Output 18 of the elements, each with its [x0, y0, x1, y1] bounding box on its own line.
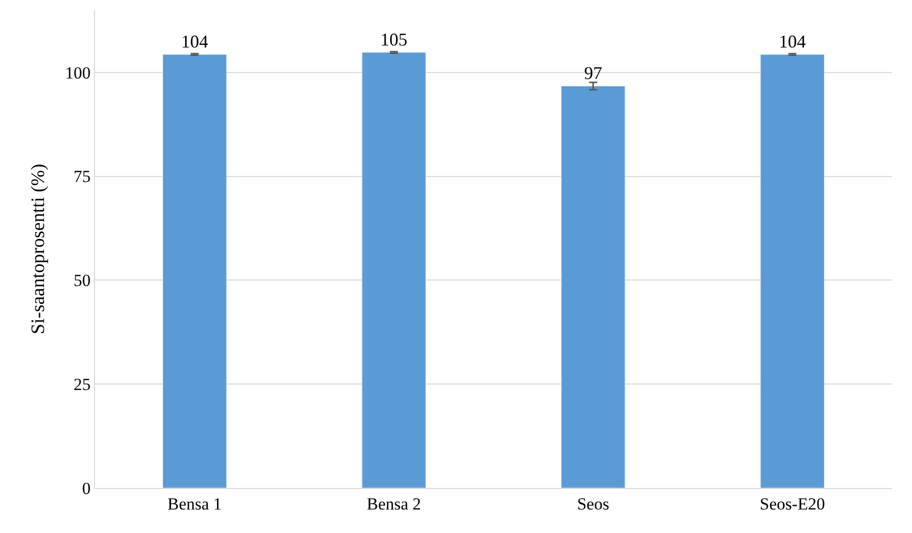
x-tick-label: Seos-E20: [760, 494, 825, 514]
y-tick-label: 50: [74, 271, 91, 290]
y-tick-label: 0: [82, 478, 91, 498]
bar: [561, 86, 626, 488]
x-tick-label: Bensa 2: [366, 494, 422, 514]
bar: [760, 54, 825, 488]
y-tick-label: 75: [74, 167, 91, 186]
x-tick-label: Bensa 1: [167, 494, 222, 514]
x-tick-label: Seos: [577, 494, 610, 514]
y-tick-label: 25: [74, 375, 91, 394]
y-axis-title: Si-saantoprosentti (%): [28, 164, 49, 334]
data-label: 105: [380, 29, 408, 50]
bar: [162, 54, 227, 488]
y-tick-label: 100: [65, 63, 91, 82]
data-label: 97: [584, 63, 602, 84]
data-label: 104: [778, 31, 806, 52]
bar: [362, 52, 426, 488]
data-label: 104: [181, 31, 208, 52]
